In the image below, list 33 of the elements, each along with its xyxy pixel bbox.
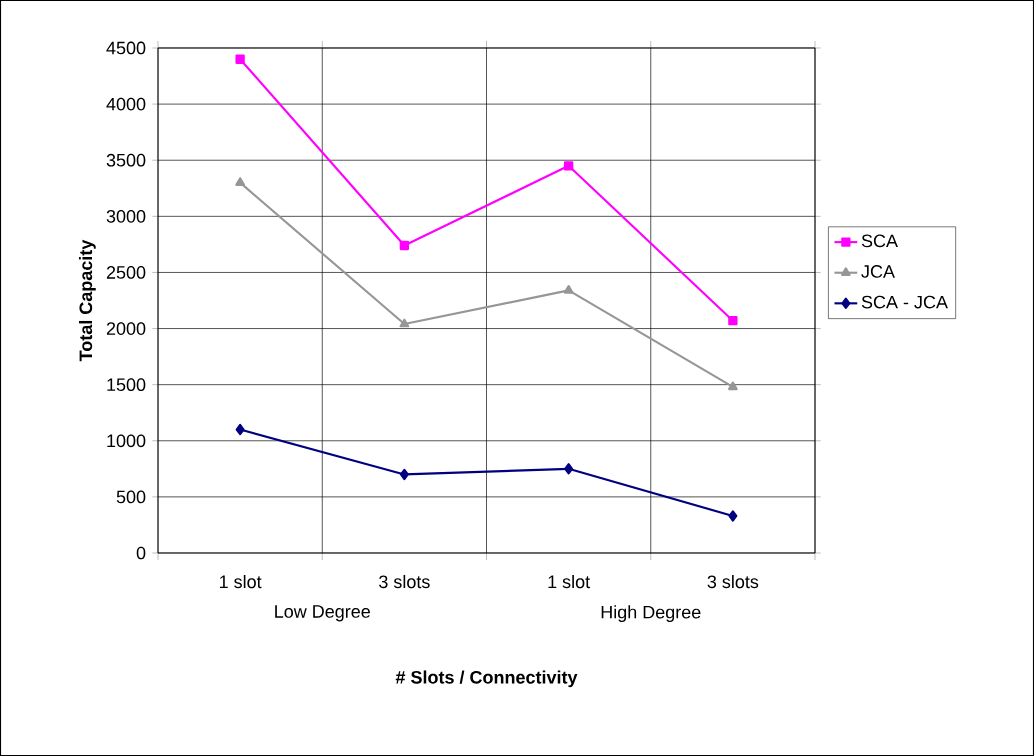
point [728, 316, 738, 326]
point [399, 240, 410, 251]
y-tick-label: 500 [116, 490, 146, 504]
x-tick-label: 3 slots [707, 574, 759, 589]
point [399, 318, 410, 328]
point [235, 177, 246, 186]
y-tick-label: 4500 [106, 41, 146, 55]
point [564, 463, 574, 475]
legend-label: SCA [861, 234, 898, 248]
point [728, 381, 738, 391]
y-tick-label: 3500 [106, 153, 146, 167]
text: Low Degree [275, 605, 370, 622]
x-tick-label: 3 slots [379, 574, 430, 589]
y-tick-label: 4000 [106, 97, 146, 111]
y-tick-label: 2000 [106, 322, 146, 335]
legend-label: JCA [861, 265, 895, 278]
point [235, 423, 245, 436]
y-axis-title: Total Capacity [78, 239, 96, 362]
x-tick-label: 1 slot [548, 574, 590, 589]
y-tick-label: 1500 [107, 378, 146, 392]
y-tick-label: 2500 [106, 266, 146, 279]
point [399, 468, 409, 481]
text: High Degree [601, 605, 701, 623]
point [728, 510, 738, 522]
x-tick-label: 1 slot [220, 574, 262, 589]
y-tick-label: 3000 [106, 209, 146, 223]
y-tick-label: 0 [136, 546, 146, 560]
point [563, 161, 574, 171]
legend-label: SCA - JCA [861, 295, 948, 309]
point [563, 284, 574, 294]
point [235, 54, 245, 64]
x-axis-title: # Slots / Connectivity [395, 670, 578, 688]
y-tick-label: 1000 [107, 434, 146, 448]
